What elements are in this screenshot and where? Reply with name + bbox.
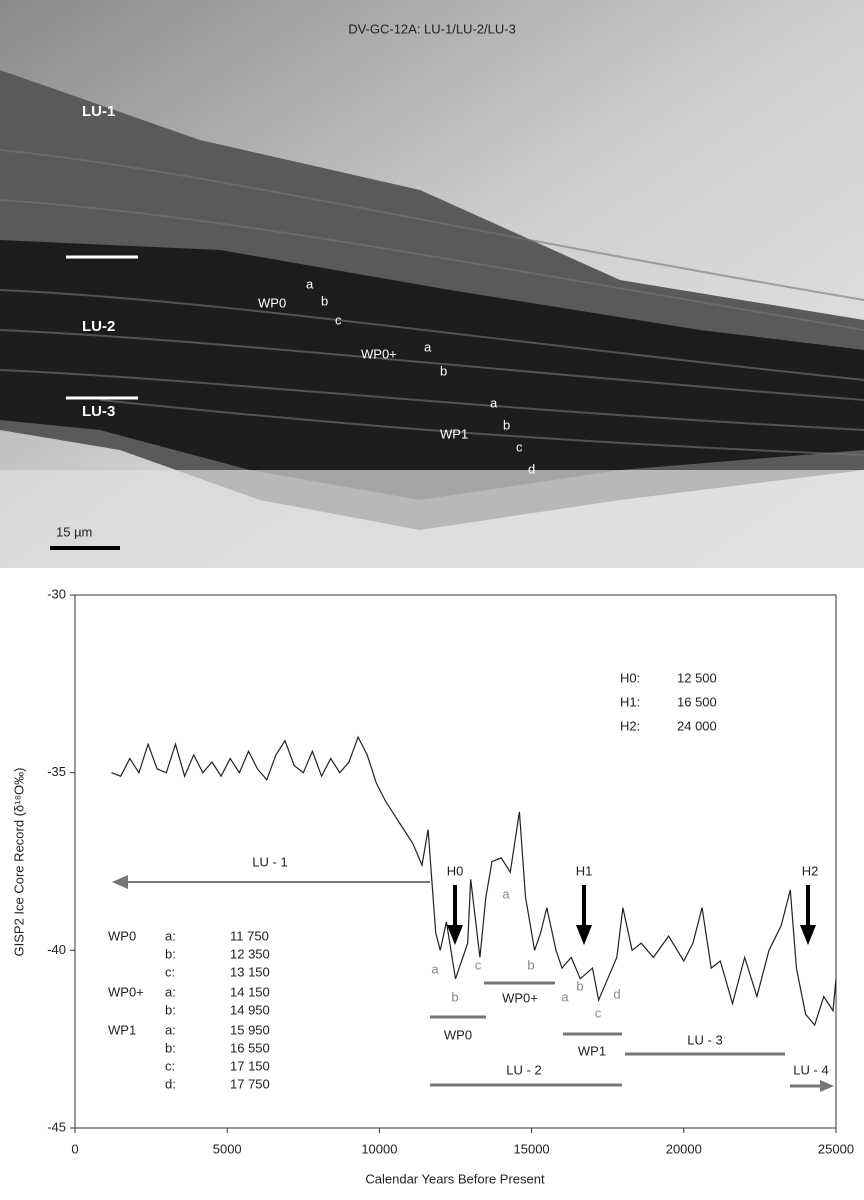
curve-label: a — [502, 886, 510, 901]
plot-frame — [75, 595, 836, 1128]
wp-key: c: — [165, 1058, 175, 1073]
sub-label: b — [503, 417, 510, 432]
x-tick-label: 0 — [71, 1141, 78, 1156]
x-tick-label: 10000 — [361, 1141, 397, 1156]
x-tick-label: 5000 — [213, 1141, 242, 1156]
micrograph: DV-GC-12A: LU-1/LU-2/LU-3 LU-1 LU-2 LU-3… — [0, 0, 864, 568]
sub-label: b — [440, 363, 447, 378]
arrow-head — [112, 875, 128, 889]
y-tick-label: -35 — [47, 764, 66, 779]
wp-year: 11 750 — [230, 928, 269, 943]
wp-name: WP1 — [108, 1022, 136, 1037]
span-label: LU - 4 — [793, 1062, 828, 1077]
curve-label: d — [613, 986, 620, 1001]
y-tick-label: -40 — [47, 942, 66, 957]
span-label: WP0 — [444, 1027, 472, 1042]
wp-label: WP0+ — [361, 346, 397, 361]
x-axis-label: Calendar Years Before Present — [365, 1171, 545, 1186]
span-label: LU - 3 — [687, 1032, 722, 1047]
sub-label: a — [490, 395, 498, 410]
span-label: LU - 1 — [252, 854, 287, 869]
sub-label: a — [306, 276, 314, 291]
wp-year: 13 150 — [230, 964, 270, 979]
curve-label: b — [527, 957, 534, 972]
event-marker-label: H2 — [802, 863, 819, 878]
wp-key: b: — [165, 1002, 176, 1017]
wp-year: 14 950 — [230, 1002, 270, 1017]
arrow-head — [820, 1080, 834, 1092]
event-year: 12 500 — [677, 670, 717, 685]
event-name: H2: — [620, 718, 640, 733]
wp-name: WP0 — [108, 928, 136, 943]
event-marker-label: H1 — [576, 863, 593, 878]
curve-label: a — [431, 961, 439, 976]
event-marker-label: H0 — [447, 863, 464, 878]
span-label: WP0+ — [502, 990, 538, 1005]
span-label: WP1 — [578, 1043, 606, 1058]
lower-region — [0, 470, 864, 568]
wp-key: d: — [165, 1076, 176, 1091]
wp-label: WP1 — [440, 426, 468, 441]
x-tick-label: 15000 — [514, 1141, 550, 1156]
wp-key: c: — [165, 964, 175, 979]
y-axis-label: GISP2 Ice Core Record (δ¹⁸O‰) — [11, 768, 26, 957]
layer-label: LU-3 — [82, 403, 115, 420]
sub-label: c — [516, 439, 523, 454]
image-title: DV-GC-12A: LU-1/LU-2/LU-3 — [348, 21, 516, 36]
sub-label: d — [528, 461, 535, 476]
wp-year: 17 150 — [230, 1058, 270, 1073]
sub-label: b — [321, 293, 328, 308]
event-name: H1: — [620, 694, 640, 709]
wp-year: 17 750 — [230, 1076, 270, 1091]
x-tick-label: 20000 — [666, 1141, 702, 1156]
y-tick-label: -30 — [47, 586, 66, 601]
curve-label: a — [561, 989, 569, 1004]
sub-label: a — [424, 339, 432, 354]
curve-label: b — [451, 989, 458, 1004]
page: DV-GC-12A: LU-1/LU-2/LU-3 LU-1 LU-2 LU-3… — [0, 0, 864, 1200]
wp-key: a: — [165, 1022, 176, 1037]
wp-key: b: — [165, 946, 176, 961]
sub-label: c — [335, 312, 342, 327]
y-tick-label: -45 — [47, 1119, 66, 1134]
scale-label: 15 µm — [56, 524, 92, 539]
event-table: H0: 12 500 H1: 16 500 H2: 24 000 — [620, 670, 717, 733]
wp-key: a: — [165, 928, 176, 943]
wp-year: 14 150 — [230, 984, 270, 999]
curve-label: c — [475, 957, 482, 972]
wp-label: WP0 — [258, 295, 286, 310]
event-year: 16 500 — [677, 694, 717, 709]
wp-table: WP0 a: 11 750 b: 12 350 c: 13 150 WP0+ a: 14 150 b… — [108, 928, 270, 1091]
x-tick-label: 25000 — [818, 1141, 854, 1156]
wp-year: 16 550 — [230, 1040, 270, 1055]
curve-label: c — [595, 1005, 602, 1020]
wp-name: WP0+ — [108, 984, 144, 999]
wp-year: 12 350 — [230, 946, 270, 961]
event-year: 24 000 — [677, 718, 717, 733]
wp-year: 15 950 — [230, 1022, 270, 1037]
layer-label: LU-1 — [82, 103, 115, 120]
figure: DV-GC-12A: LU-1/LU-2/LU-3 LU-1 LU-2 LU-3… — [0, 0, 864, 1200]
layer-label: LU-2 — [82, 318, 115, 335]
event-name: H0: — [620, 670, 640, 685]
wp-key: a: — [165, 984, 176, 999]
wp-key: b: — [165, 1040, 176, 1055]
chart: Calendar Years Before Present GISP2 Ice … — [11, 586, 854, 1186]
span-label: LU - 2 — [506, 1062, 541, 1077]
curve-label: b — [576, 978, 583, 993]
